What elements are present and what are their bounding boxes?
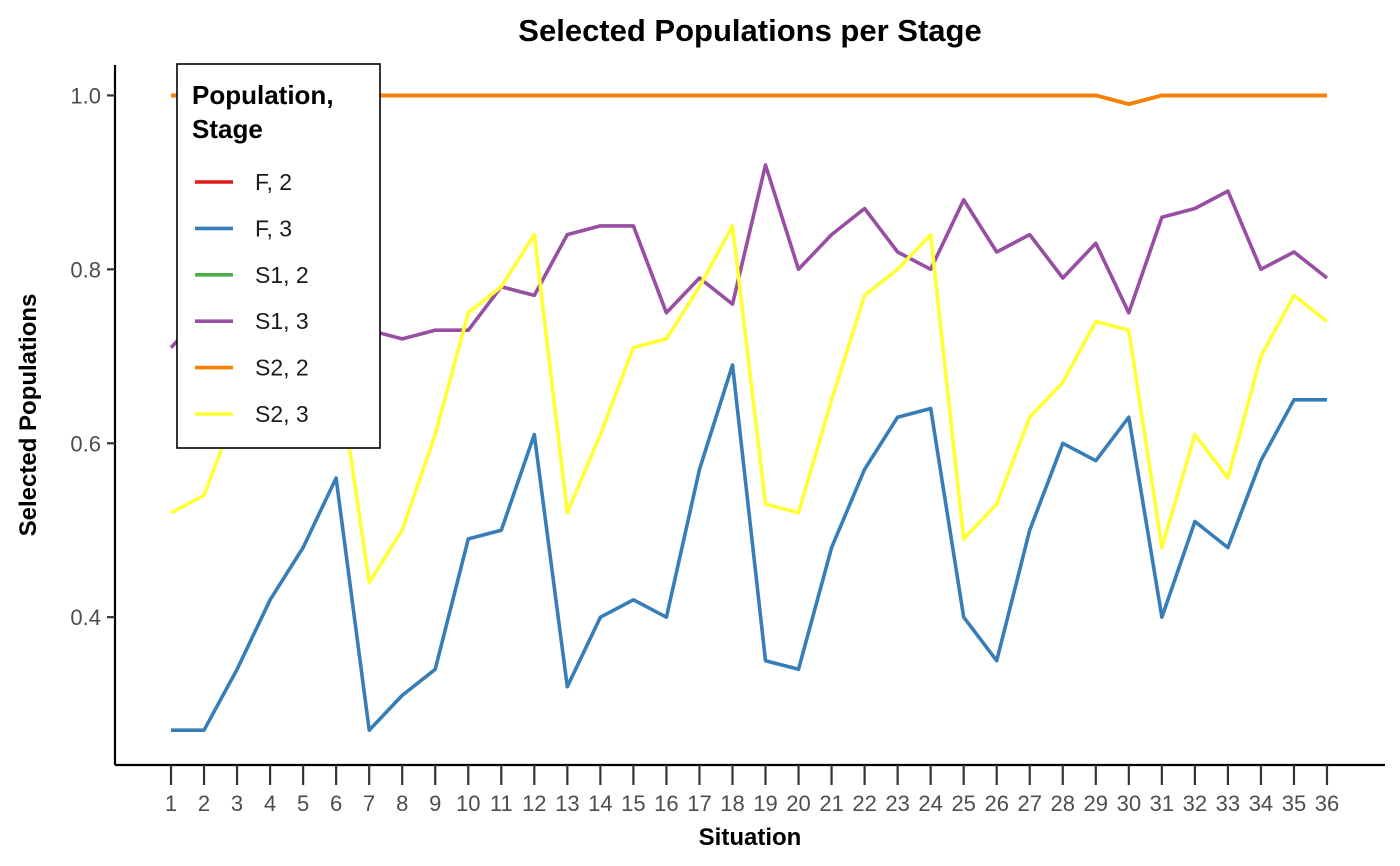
legend-title-line-1: Population, [192, 80, 334, 110]
x-tick-label: 14 [588, 791, 612, 816]
legend-label: S1, 2 [255, 262, 309, 288]
legend-label: S2, 3 [255, 401, 309, 427]
x-tick-label: 23 [885, 791, 909, 816]
x-tick-label: 6 [330, 791, 342, 816]
x-tick-label: 30 [1117, 791, 1141, 816]
x-tick-label: 3 [231, 791, 243, 816]
chart-title: Selected Populations per Stage [518, 13, 981, 48]
x-tick-label: 1 [165, 791, 177, 816]
x-tick-label: 35 [1282, 791, 1306, 816]
x-tick-label: 33 [1216, 791, 1240, 816]
y-tick-label: 1.0 [70, 83, 101, 108]
x-tick-label: 16 [654, 791, 678, 816]
x-tick-label: 5 [297, 791, 309, 816]
x-tick-label: 10 [456, 791, 480, 816]
x-tick-label: 9 [429, 791, 441, 816]
legend-label: F, 3 [255, 215, 292, 241]
x-tick-label: 13 [555, 791, 579, 816]
legend-title: Population, Stage [192, 80, 341, 144]
x-tick-label: 15 [621, 791, 645, 816]
x-tick-label: 31 [1150, 791, 1174, 816]
x-axis-title: Situation [699, 824, 802, 851]
legend-item-f-2: F, 2 [195, 169, 292, 195]
axes [113, 65, 1385, 767]
y-tick-label: 0.8 [70, 257, 101, 282]
x-tick-label: 17 [687, 791, 711, 816]
legend-item-s1-2: S1, 2 [195, 262, 309, 288]
x-tick-label: 24 [918, 791, 942, 816]
legend-label: S1, 3 [255, 308, 309, 334]
x-tick-label: 26 [984, 791, 1008, 816]
x-tick-label: 19 [753, 791, 777, 816]
series-line-s2-3 [170, 224, 1329, 585]
x-tick-label: 20 [786, 791, 810, 816]
legend-item-s1-3: S1, 3 [195, 308, 309, 334]
x-tick-label: 27 [1018, 791, 1042, 816]
legend-item-s2-2: S2, 2 [195, 355, 309, 381]
series-line-f-3 [171, 363, 1327, 733]
legend-item-f-3: F, 3 [195, 215, 292, 241]
y-axis-ticks: 0.4 0.6 0.8 1.0 [70, 83, 115, 630]
x-tick-label: 18 [720, 791, 744, 816]
x-tick-label: 32 [1183, 791, 1207, 816]
legend-item-s2-3: S2, 3 [195, 401, 309, 427]
legend-box [176, 63, 381, 449]
x-tick-label: 2 [198, 791, 210, 816]
x-tick-label: 7 [363, 791, 375, 816]
x-axis-ticks: 1 2 3 4 5 6 7 8 9 10 11 12 13 14 15 16 17 18 19 20 21 22 23 24 2… [165, 765, 1339, 816]
x-tick-label: 25 [951, 791, 975, 816]
x-tick-label: 36 [1315, 791, 1339, 816]
y-axis-title: Selected Populations [15, 294, 42, 537]
x-tick-label: 4 [264, 791, 276, 816]
x-tick-label: 29 [1084, 791, 1108, 816]
x-tick-label: 28 [1051, 791, 1075, 816]
legend-label: S2, 2 [255, 355, 309, 381]
x-tick-label: 11 [490, 791, 513, 816]
legend-title-line-2: Stage [192, 114, 263, 144]
y-tick-label: 0.6 [70, 431, 101, 456]
legend: Population, Stage F, 2 F, 3 S1, 2 S1, 3 S2, … [176, 63, 381, 449]
legend-items: F, 2 F, 3 S1, 2 S1, 3 S2, 2 S2, 3 [195, 169, 309, 427]
y-tick-label: 0.4 [70, 605, 101, 630]
x-tick-label: 8 [396, 791, 408, 816]
x-tick-label: 22 [852, 791, 876, 816]
x-tick-label: 34 [1249, 791, 1273, 816]
legend-label: F, 2 [255, 169, 292, 195]
x-tick-label: 21 [819, 791, 843, 816]
x-tick-label: 12 [522, 791, 546, 816]
